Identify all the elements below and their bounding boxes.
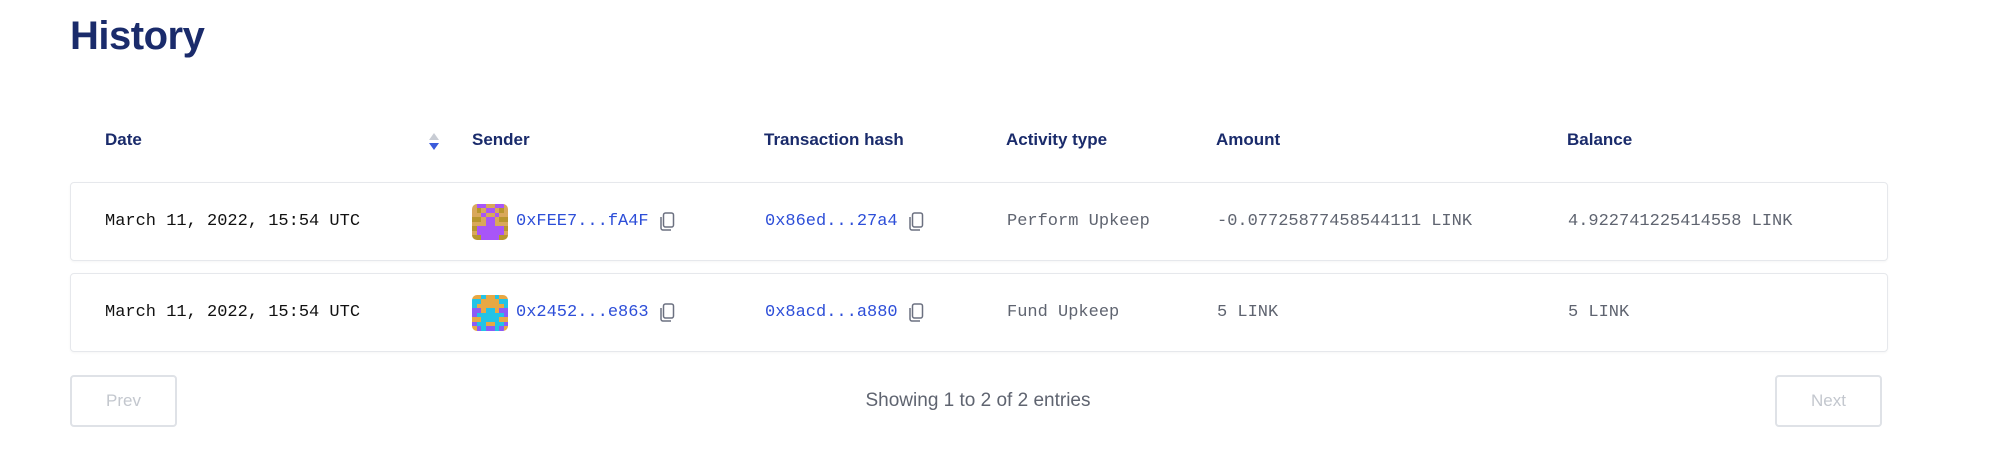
tx-hash-link[interactable]: 0x86ed...27a4 [765,212,898,231]
table-row: March 11, 2022, 15:54 UTC 0xFEE7...fA4F … [70,182,1888,261]
table-row: March 11, 2022, 15:54 UTC 0x2452...e863 … [70,273,1888,352]
tx-hash-cell: 0x86ed...27a4 [765,183,924,260]
balance-cell: 4.922741225414558 LINK [1568,212,1793,231]
copy-icon[interactable] [659,211,675,232]
activity-type-cell: Fund Upkeep [1007,303,1120,322]
balance-cell: 5 LINK [1568,303,1630,322]
sender-address-link[interactable]: 0x2452...e863 [516,303,649,322]
amount-cell: 5 LINK [1217,303,1279,322]
column-header-transaction-hash: Transaction hash [764,130,904,149]
next-button[interactable]: Next [1775,375,1882,427]
copy-icon[interactable] [659,302,675,323]
sender-avatar [472,203,508,240]
column-header-activity-type: Activity type [1006,130,1108,149]
column-header-balance: Balance [1567,130,1633,149]
column-header-amount: Amount [1216,130,1281,149]
pagination-summary: Showing 1 to 2 of 2 entries [865,390,1091,411]
copy-icon[interactable] [908,211,924,232]
column-header-sender: Sender [472,130,530,149]
prev-button[interactable]: Prev [70,375,177,427]
column-header-date[interactable]: Date [105,130,142,149]
date-cell: March 11, 2022, 15:54 UTC [105,303,361,322]
sender-cell: 0x2452...e863 [472,274,675,351]
sender-address-link[interactable]: 0xFEE7...fA4F [516,212,649,231]
copy-icon[interactable] [908,302,924,323]
sender-avatar [472,294,508,331]
tx-hash-link[interactable]: 0x8acd...a880 [765,303,898,322]
sort-icon[interactable] [428,132,440,152]
page-title: History [70,14,205,58]
amount-cell: -0.07725877458544111 LINK [1217,212,1473,231]
date-cell: March 11, 2022, 15:54 UTC [105,212,361,231]
activity-type-cell: Perform Upkeep [1007,212,1150,231]
sender-cell: 0xFEE7...fA4F [472,183,675,260]
tx-hash-cell: 0x8acd...a880 [765,274,924,351]
